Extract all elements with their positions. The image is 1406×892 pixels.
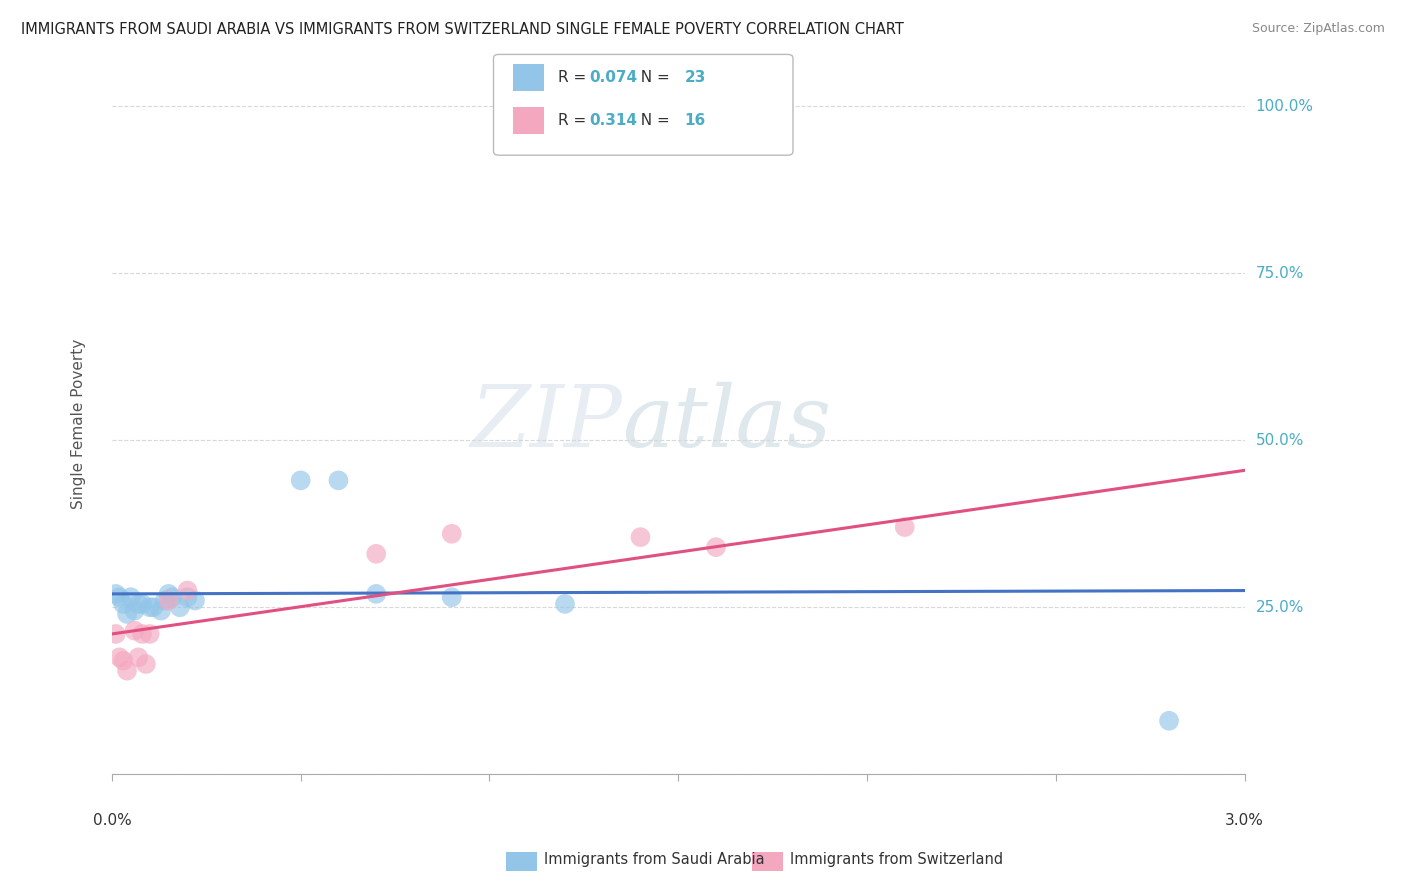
Point	[630, 530, 652, 544]
Text: 0.314: 0.314	[589, 113, 637, 128]
Text: N =: N =	[631, 70, 675, 85]
Text: ZIP: ZIP	[470, 383, 621, 465]
Text: atlas: atlas	[621, 383, 831, 465]
Point	[104, 627, 127, 641]
Text: IMMIGRANTS FROM SAUDI ARABIA VS IMMIGRANTS FROM SWITZERLAND SINGLE FEMALE POVERT: IMMIGRANTS FROM SAUDI ARABIA VS IMMIGRAN…	[21, 22, 904, 37]
Point	[162, 591, 184, 605]
Point	[366, 587, 388, 601]
Text: 100.0%: 100.0%	[1256, 99, 1313, 114]
Text: 75.0%: 75.0%	[1256, 266, 1303, 281]
Point	[157, 593, 180, 607]
Text: 16: 16	[685, 113, 706, 128]
Text: Immigrants from Switzerland: Immigrants from Switzerland	[790, 853, 1004, 867]
Text: Source: ZipAtlas.com: Source: ZipAtlas.com	[1251, 22, 1385, 36]
Point	[894, 520, 917, 534]
Point	[554, 597, 576, 611]
Point	[440, 526, 463, 541]
Text: 23: 23	[685, 70, 706, 85]
Point	[176, 583, 198, 598]
Point	[124, 624, 146, 638]
Point	[290, 474, 312, 488]
Point	[120, 591, 142, 605]
Point	[127, 597, 149, 611]
Point	[112, 654, 135, 668]
Point	[176, 591, 198, 605]
Point	[328, 474, 350, 488]
Point	[138, 600, 160, 615]
Point	[142, 600, 165, 615]
Point	[131, 597, 153, 611]
Text: 3.0%: 3.0%	[1225, 814, 1264, 829]
Point	[440, 591, 463, 605]
Point	[184, 593, 207, 607]
Point	[108, 650, 131, 665]
Point	[1157, 714, 1180, 728]
Point	[135, 657, 157, 671]
Text: Immigrants from Saudi Arabia: Immigrants from Saudi Arabia	[544, 853, 765, 867]
Point	[131, 627, 153, 641]
Point	[112, 597, 135, 611]
Text: 50.0%: 50.0%	[1256, 433, 1303, 448]
Point	[124, 604, 146, 618]
Point	[153, 593, 176, 607]
Point	[115, 607, 138, 621]
Text: R =: R =	[558, 70, 592, 85]
Text: 0.0%: 0.0%	[93, 814, 131, 829]
Y-axis label: Single Female Poverty: Single Female Poverty	[72, 338, 86, 508]
Point	[366, 547, 388, 561]
Point	[108, 591, 131, 605]
Point	[138, 627, 160, 641]
Text: 0.074: 0.074	[589, 70, 637, 85]
Text: N =: N =	[631, 113, 675, 128]
Point	[169, 600, 191, 615]
Point	[150, 604, 173, 618]
Point	[104, 587, 127, 601]
Point	[704, 540, 727, 554]
Text: R =: R =	[558, 113, 592, 128]
Text: 25.0%: 25.0%	[1256, 599, 1303, 615]
Point	[115, 664, 138, 678]
Point	[127, 650, 149, 665]
Point	[157, 587, 180, 601]
